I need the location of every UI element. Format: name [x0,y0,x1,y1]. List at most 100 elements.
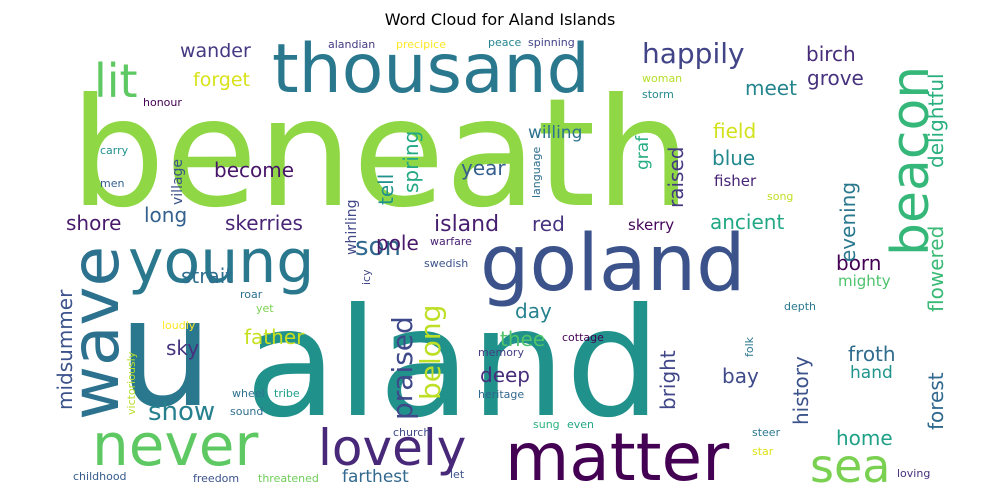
word-skerry: skerry [628,216,674,234]
word-alandian: alandian [328,38,375,51]
word-field: field [713,119,756,143]
word-even: even [567,418,594,431]
word-tribe: tribe [274,387,300,400]
word-depth: depth [784,300,816,313]
word-birch: birch [806,42,856,66]
word-whirling: whirling [344,199,360,255]
word-born: born [836,251,881,275]
word-grove: grove [807,66,864,90]
word-peace: peace [488,36,522,49]
word-spinning: spinning [528,36,575,49]
word-beneath: beneath [70,67,691,241]
word-day: day [515,299,552,323]
word-bright: bright [656,350,680,410]
word-loudly: loudly [162,319,196,332]
word-freedom: freedom [193,472,239,485]
word-young: young [128,227,314,297]
word-history: history [789,356,813,425]
word-strait: strait [181,264,233,288]
word-delightful: delightful [924,73,948,168]
word-year: year [461,156,506,180]
word-midsummer: midsummer [53,289,77,410]
word-father: father [244,325,305,349]
word-ancient: ancient [710,210,784,234]
word-tell: tell [374,174,398,205]
word-mighty: mighty [838,272,891,290]
word-yet: yet [256,302,274,315]
word-shore: shore [66,211,121,235]
word-heritage: heritage [478,388,524,401]
word-victoriously: victoriously [125,351,138,415]
word-home: home [836,426,893,450]
word-belong: belong [414,305,447,400]
word-flowered: flowered [924,226,948,312]
word-evening: evening [836,182,860,262]
word-sound: sound [230,405,263,418]
word-lovely: lovely [318,419,466,477]
word-island: island [434,212,499,237]
word-forest: forest [924,372,948,430]
word-hand: hand [850,363,893,383]
word-sung: sung [533,418,560,431]
word-happily: happily [642,37,745,70]
word-star: star [752,445,774,458]
word-language: language [530,147,543,198]
word-wheel: wheel [232,387,265,400]
word-steer: steer [752,426,781,439]
word-never: never [92,411,258,479]
word-forget: forget [193,69,250,91]
word-son: son [355,232,401,262]
word-wander: wander [180,40,251,62]
word-u: u [118,267,213,441]
word-loving: loving [897,467,930,480]
word-goland: goland [480,219,746,309]
word-precipice: precipice [396,38,446,51]
word-aland: aland [245,277,661,451]
word-woman: woman [642,72,682,85]
word-honour: honour [143,96,182,109]
word-sky: sky [166,336,199,360]
word-thee: thee [500,327,545,351]
word-wave: wave [57,246,134,420]
word-long: long [144,203,187,227]
word-graf: graf [633,135,653,170]
word-beacon: beacon [881,66,941,256]
word-carry: carry [100,144,129,157]
word-warfare: warfare [430,235,472,248]
word-lit: lit [94,54,138,108]
word-sea: sea [810,439,890,493]
word-skerries: skerries [225,211,303,235]
word-storm: storm [642,88,674,101]
word-red: red [532,212,565,236]
word-men: men [100,177,124,190]
word-roar: roar [240,288,263,301]
word-folk: folk [743,336,756,357]
word-praised: praised [386,316,419,420]
word-show: show [148,397,215,427]
word-memory: memory [478,346,524,359]
word-deep: deep [480,363,530,387]
word-village: village [170,159,186,205]
word-cottage: cottage [562,331,604,344]
word-willing: willing [528,123,582,143]
word-farthest: farthest [342,467,409,487]
word-song: song [767,190,793,203]
word-froth: froth [848,342,896,366]
word-thousand: thousand [272,30,590,109]
word-raised: raised [664,147,688,208]
word-matter: matter [505,419,730,496]
word-fisher: fisher [714,172,757,190]
word-blue: blue [712,146,755,170]
word-pole: pole [376,231,419,255]
word-let: let [450,468,465,481]
word-church: church [393,426,430,439]
word-icy: icy [360,269,373,285]
word-childhood: childhood [73,470,127,483]
word-meet: meet [745,76,797,100]
chart-title: Word Cloud for Aland Islands [384,10,616,29]
word-bay: bay [722,364,759,388]
word-become: become [214,158,294,182]
word-swedish: swedish [424,257,468,270]
word-spring: spring [399,131,423,193]
